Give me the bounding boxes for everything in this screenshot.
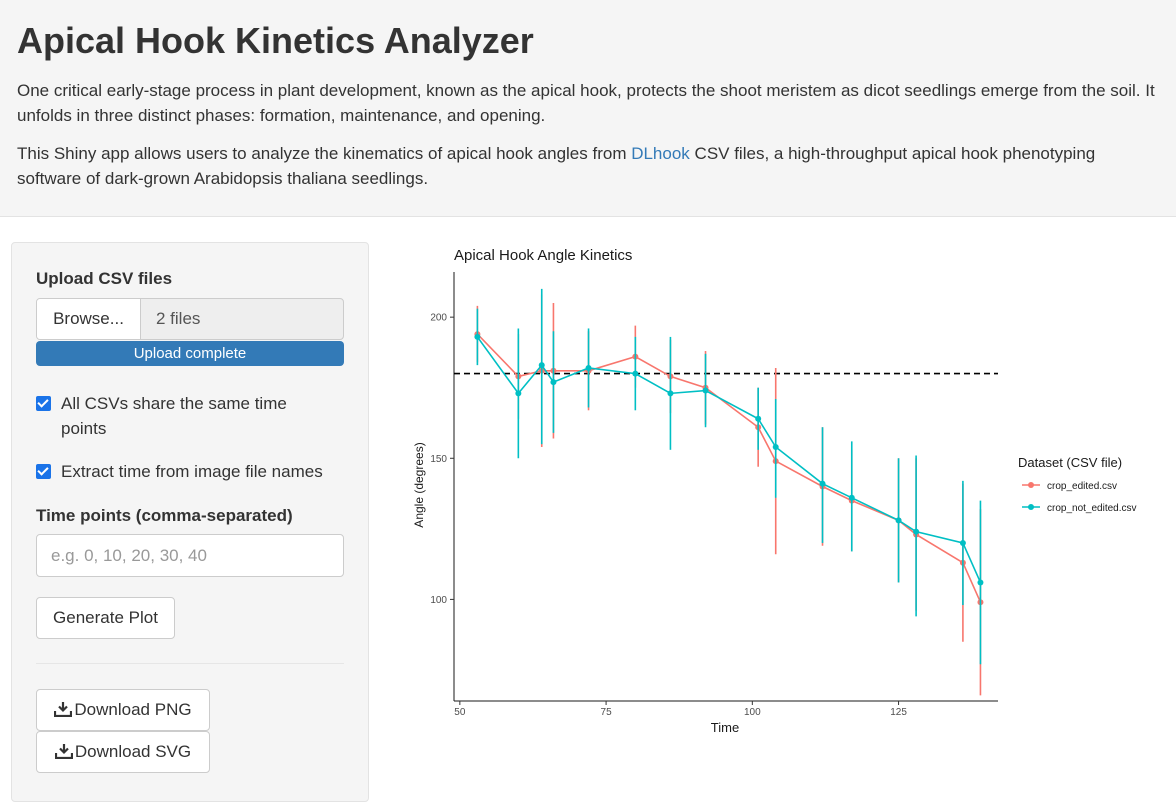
data-point [538, 362, 545, 369]
chart-ylabel: Angle (degrees) [412, 442, 426, 527]
data-point [977, 579, 984, 586]
dlhook-link[interactable]: DLhook [631, 144, 690, 163]
description-paragraph-1: One critical early-stage process in plan… [17, 81, 1155, 125]
extract-time-checkbox-row[interactable]: Extract time from image file names [36, 459, 336, 484]
page-title: Apical Hook Kinetics Analyzer [17, 20, 534, 61]
description-text-start: This Shiny app allows users to analyze t… [17, 144, 632, 163]
data-point [848, 494, 855, 501]
chart-title: Apical Hook Angle Kinetics [454, 247, 632, 264]
x-tick-label: 100 [744, 707, 761, 718]
data-point [819, 480, 826, 487]
data-point [913, 528, 920, 535]
same-time-checkbox-row[interactable]: All CSVs share the same time points [36, 391, 336, 441]
download-png-button[interactable]: Download PNG [36, 689, 210, 731]
time-points-label: Time points (comma-separated) [36, 506, 293, 525]
data-point [585, 364, 592, 371]
y-tick-label: 200 [430, 313, 447, 324]
data-point [632, 370, 639, 377]
data-point [895, 517, 902, 524]
legend-item-label: crop_edited.csv [1047, 481, 1117, 492]
download-png-label: Download PNG [74, 700, 192, 719]
download-icon [54, 702, 73, 717]
time-points-input[interactable]: e.g. 0, 10, 20, 30, 40 [36, 534, 344, 577]
same-time-checkbox[interactable] [36, 396, 51, 411]
x-tick-label: 125 [890, 707, 907, 718]
browse-button[interactable]: Browse... [37, 299, 141, 339]
data-point [959, 539, 966, 546]
extract-time-checkbox[interactable] [36, 464, 51, 479]
generate-plot-button[interactable]: Generate Plot [36, 597, 175, 639]
data-point [667, 390, 674, 397]
legend-key-point [1028, 504, 1034, 510]
kinetics-chart: Apical Hook Angle Kinetics Time Angle (d… [400, 232, 1170, 752]
upload-progress-bar: Upload complete [36, 341, 344, 366]
description-paragraph-2: This Shiny app allows users to analyze t… [17, 141, 1157, 191]
upload-label: Upload CSV files [36, 269, 173, 288]
sidebar-panel: Upload CSV files Browse... 2 files Uploa… [11, 242, 369, 802]
y-tick-label: 150 [430, 454, 447, 465]
legend-title: Dataset (CSV file) [1018, 455, 1122, 470]
sidebar-divider [36, 663, 344, 664]
y-tick-label: 100 [430, 595, 447, 606]
data-point [755, 415, 762, 422]
file-upload-input: Browse... 2 files [36, 298, 344, 340]
chart-svg: Apical Hook Angle Kinetics Time Angle (d… [412, 247, 1137, 735]
data-point [550, 379, 557, 386]
data-point [772, 443, 779, 450]
x-tick-label: 50 [454, 707, 466, 718]
chart-xlabel: Time [711, 720, 739, 735]
series-line [476, 333, 982, 603]
data-point [515, 390, 522, 397]
file-count-field: 2 files [156, 309, 201, 328]
extract-time-checkbox-label: Extract time from image file names [61, 462, 323, 481]
app-header: Apical Hook Kinetics Analyzer One critic… [0, 0, 1176, 217]
same-time-checkbox-label: All CSVs share the same time points [61, 394, 287, 438]
x-tick-label: 75 [601, 707, 613, 718]
legend-item-label: crop_not_edited.csv [1047, 503, 1137, 514]
data-point [702, 387, 709, 394]
series-line [476, 336, 982, 583]
data-point [474, 333, 481, 340]
download-svg-label: Download SVG [74, 742, 192, 761]
download-icon [54, 744, 73, 759]
legend-key-point [1028, 482, 1034, 488]
download-svg-button[interactable]: Download SVG [36, 731, 210, 773]
description-text-end: CSV files, a high-throughput apical hook… [17, 144, 1096, 188]
